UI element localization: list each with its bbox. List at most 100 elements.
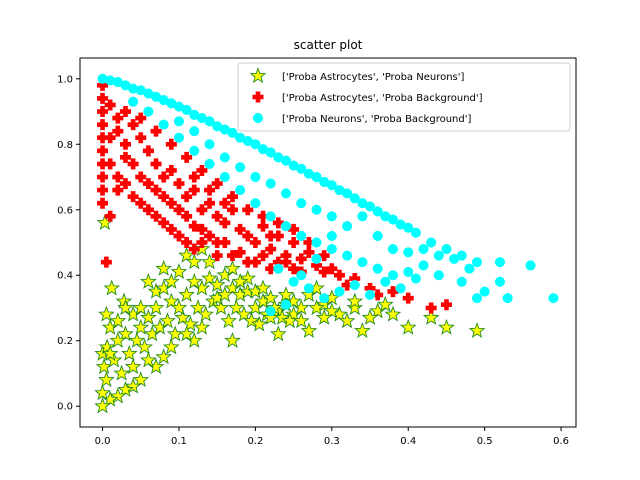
point-star-65 (128, 331, 146, 348)
point-circle-49 (502, 293, 513, 304)
point-plus-22 (181, 191, 193, 203)
point-plus-72 (135, 171, 147, 183)
point-plus-21 (173, 178, 185, 190)
point-star-114 (323, 302, 341, 319)
point-circle-84 (410, 273, 421, 284)
point-star-58 (98, 371, 115, 388)
point-plus-49 (425, 302, 437, 314)
point-circle-66 (250, 198, 261, 209)
point-circle-78 (319, 293, 330, 304)
point-plus-93 (135, 112, 147, 124)
point-circle-47 (525, 260, 536, 271)
point-plus-16 (135, 132, 147, 144)
point-plus-74 (165, 197, 177, 209)
point-circle-57 (387, 270, 399, 281)
point-plus-109 (265, 230, 277, 242)
axes: 0.0 0.1 0.2 0.3 0.4 0.5 0.6 0.0 0.2 0.4 0.6 0.8 1.0 (57, 57, 577, 447)
point-plus-105 (318, 250, 330, 262)
point-star-9 (140, 309, 157, 325)
point-circle-33 (349, 193, 360, 204)
point-plus-17 (142, 145, 154, 157)
point-star-74 (197, 305, 215, 322)
point-circle-69 (204, 158, 215, 169)
point-plus-18 (150, 158, 162, 170)
point-plus-6 (97, 158, 109, 170)
point-plus-48 (402, 292, 414, 304)
point-star-6 (117, 325, 134, 342)
point-circle-94 (403, 247, 414, 258)
point-plus-94 (150, 125, 162, 137)
point-circle-77 (303, 283, 314, 294)
point-star-81 (250, 315, 268, 332)
point-circle-105 (235, 162, 246, 173)
point-star-106 (178, 325, 195, 342)
point-circle-98 (464, 263, 475, 274)
point-plus-96 (181, 151, 193, 163)
point-plus-47 (387, 286, 399, 298)
point-circle-74 (128, 96, 139, 107)
point-circle-30 (326, 180, 337, 191)
point-circle-101 (296, 198, 307, 209)
point-plus-24 (196, 204, 208, 216)
point-star-97 (140, 273, 157, 289)
point-circle-54 (433, 270, 444, 281)
point-circle-88 (311, 253, 322, 264)
point-star-57 (94, 384, 111, 401)
point-plus-64 (188, 243, 200, 255)
point-circle-36 (372, 206, 383, 217)
point-star-39 (376, 295, 394, 312)
y-tick-label-1: 0.2 (57, 336, 73, 347)
point-plus-0 (97, 79, 109, 91)
point-plus-95 (165, 138, 177, 150)
legend: ['Proba Astrocytes', 'Proba Neurons'] ['P… (237, 62, 571, 132)
point-plus-53 (142, 178, 154, 190)
point-plus-55 (173, 204, 185, 216)
point-plus-45 (364, 282, 376, 294)
point-plus-35 (280, 250, 292, 262)
point-plus-99 (226, 191, 238, 203)
point-circle-43 (441, 243, 452, 255)
point-plus-42 (333, 269, 345, 281)
point-plus-100 (242, 204, 254, 216)
x-tick-label-4: 0.4 (400, 436, 416, 447)
point-plus-69 (112, 184, 124, 196)
point-circle-97 (449, 253, 460, 264)
series-circle (97, 73, 559, 317)
series-plus (97, 79, 452, 314)
point-plus-79 (242, 256, 254, 268)
point-circle-80 (349, 280, 360, 291)
y-tick-label-2: 0.4 (57, 271, 73, 282)
point-star-5 (109, 312, 127, 329)
point-circle-48 (548, 293, 559, 304)
point-star-96 (216, 286, 234, 302)
legend-box (237, 62, 571, 132)
point-plus-8 (97, 184, 109, 196)
point-plus-98 (211, 178, 223, 190)
point-plus-85 (181, 237, 193, 248)
point-plus-3 (97, 119, 109, 131)
point-circle-92 (372, 230, 383, 242)
legend-marker-star (249, 67, 267, 84)
point-star-99 (132, 318, 150, 335)
point-plus-52 (127, 158, 139, 170)
series-star (94, 214, 486, 414)
point-circle-41 (410, 227, 421, 238)
point-star-101 (109, 331, 127, 348)
point-plus-59 (234, 246, 246, 258)
point-plus-41 (326, 263, 338, 275)
point-circle-28 (311, 171, 322, 183)
point-star-44 (468, 322, 486, 339)
point-star-73 (189, 299, 207, 316)
point-plus-89 (119, 178, 131, 190)
point-circle-62 (311, 237, 322, 248)
point-star-94 (185, 273, 203, 289)
x-tick-label-1: 0.1 (171, 436, 187, 447)
point-star-63 (113, 364, 131, 381)
point-plus-51 (112, 171, 124, 183)
y-tick-label-4: 0.8 (57, 140, 73, 151)
point-star-115 (346, 292, 364, 309)
point-star-46 (269, 325, 287, 342)
point-circle-45 (471, 257, 483, 268)
point-circle-46 (494, 257, 506, 268)
point-star-3 (98, 305, 115, 322)
